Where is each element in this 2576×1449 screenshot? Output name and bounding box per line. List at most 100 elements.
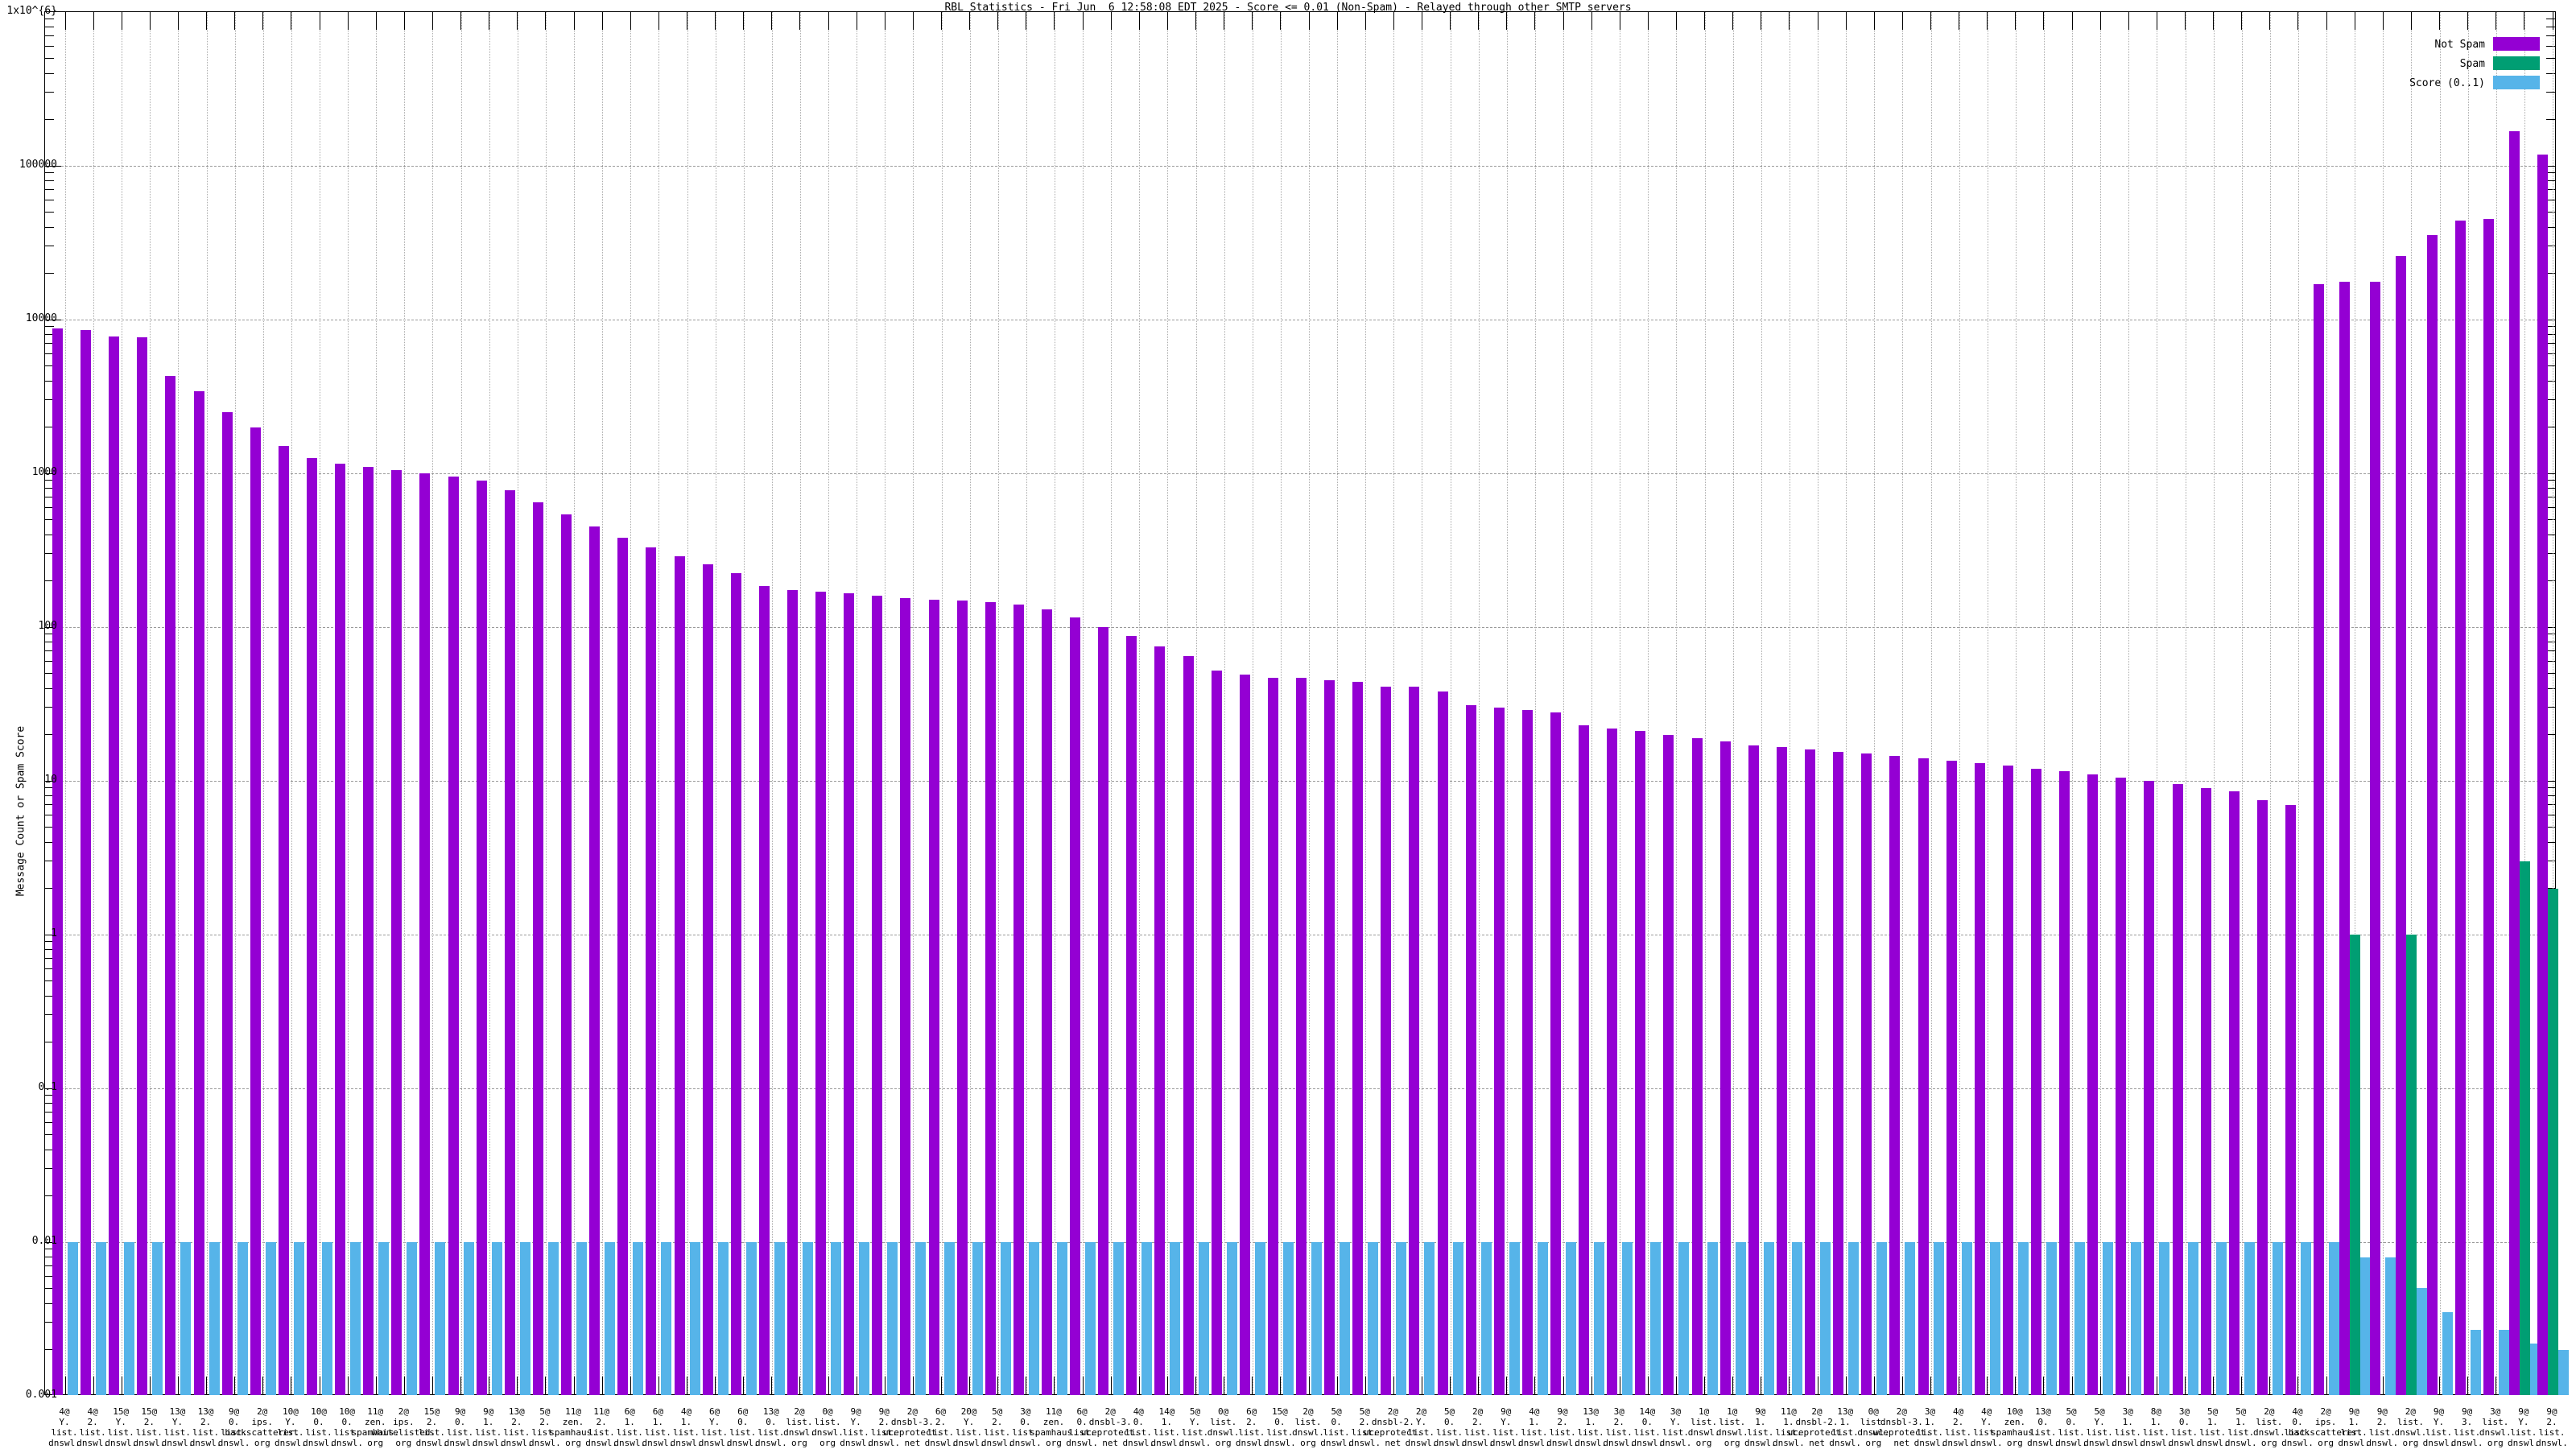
x-gridline: [2467, 12, 2469, 1394]
bar-score: [1226, 1242, 1237, 1395]
bar-not-spam: [278, 446, 289, 1395]
bar-not-spam: [2370, 281, 2381, 1395]
x-tick-bottom: [1082, 1377, 1084, 1394]
y-major-tick: [45, 165, 61, 167]
x-tick-bottom: [403, 1377, 405, 1394]
y-minor-tick: [45, 958, 54, 960]
bar-score: [2244, 1242, 2255, 1395]
bar-not-spam: [1889, 756, 1901, 1395]
x-gridline: [1534, 12, 1536, 1394]
bar-spam: [2406, 935, 2417, 1395]
x-tick-bottom: [630, 1377, 631, 1394]
bar-not-spam: [476, 480, 487, 1395]
x-gridline: [65, 12, 66, 1394]
bar-score: [1056, 1242, 1067, 1395]
x-gridline: [2326, 12, 2328, 1394]
bar-not-spam: [1098, 627, 1109, 1395]
y-minor-tick: [45, 660, 54, 662]
legend-row: Score (0..1): [2298, 76, 2540, 89]
x-tick-label: 1@ list. dnswl. org 5 hops: [1687, 1406, 1720, 1449]
bar-score: [265, 1242, 276, 1395]
bar-score: [519, 1242, 530, 1395]
x-tick-label: 9@ 1. list. dnswl. org 3 hops: [472, 1406, 505, 1449]
x-gridline: [1563, 12, 1565, 1394]
x-tick-top: [2071, 12, 2073, 30]
x-tick-top: [149, 12, 151, 30]
x-tick-top: [1732, 12, 1734, 30]
bar-spam: [2548, 888, 2558, 1395]
x-tick-top: [1308, 12, 1310, 30]
y-minor-tick: [45, 826, 54, 828]
bar-not-spam: [1607, 728, 1618, 1395]
x-tick-label: 9@ 3. list. dnswl. org 2 hops: [2450, 1406, 2483, 1449]
x-tick-label: 11@ 1. list. dnswl. org 3 hops: [1773, 1406, 1805, 1449]
bar-score: [1141, 1242, 1153, 1395]
bar-score: [124, 1242, 135, 1395]
x-tick-bottom: [941, 1377, 943, 1394]
chart-title: RBL Statistics - Fri Jun 6 12:58:08 EDT …: [944, 2, 1632, 14]
bar-score: [943, 1242, 955, 1395]
x-tick-label: 2@ dnsbl-3. uceprotect. net 7 hops: [1872, 1406, 1931, 1449]
x-tick-label: 2@ 2. list. dnswl. org 1 hop: [1461, 1406, 1494, 1449]
bar-not-spam: [221, 411, 233, 1395]
x-gridline: [1195, 12, 1197, 1394]
y-tick-label: 100000: [19, 159, 57, 171]
y-minor-tick: [45, 488, 54, 489]
bar-score: [1820, 1242, 1831, 1395]
x-gridline: [460, 12, 462, 1394]
x-tick-top: [1252, 12, 1253, 30]
y-minor-tick: [45, 1121, 54, 1123]
bar-not-spam: [335, 464, 346, 1395]
x-tick-bottom: [2241, 1377, 2243, 1394]
y-minor-tick: [2546, 506, 2555, 508]
bar-not-spam: [80, 330, 92, 1395]
x-tick-bottom: [234, 1377, 236, 1394]
y-minor-tick: [45, 365, 54, 366]
bar-not-spam: [1381, 686, 1392, 1395]
bar-score: [1678, 1242, 1690, 1395]
x-gridline: [234, 12, 236, 1394]
x-tick-bottom: [2467, 1377, 2469, 1394]
x-tick-bottom: [177, 1377, 179, 1394]
x-gridline: [941, 12, 943, 1394]
bar-score: [1707, 1242, 1718, 1395]
y-minor-tick: [2546, 480, 2555, 481]
x-tick-top: [403, 12, 405, 30]
y-minor-tick: [45, 650, 54, 652]
bar-not-spam: [2339, 281, 2351, 1395]
x-tick-label: 0@ list. dnswl. org 6 hops: [1207, 1406, 1240, 1449]
bar-not-spam: [1635, 731, 1646, 1395]
x-tick-label: 4@ 0. list. dnswl. org 1 hop: [2281, 1406, 2314, 1449]
x-tick-bottom: [1732, 1377, 1734, 1394]
legend-swatch: [2493, 76, 2540, 89]
x-tick-top: [2269, 12, 2271, 30]
x-tick-top: [2015, 12, 2017, 30]
x-gridline: [687, 12, 688, 1394]
y-minor-tick: [2546, 180, 2555, 181]
x-tick-label: 13@ Y. list. dnswl. org 2 hops: [161, 1406, 194, 1449]
x-tick-bottom: [1166, 1377, 1168, 1394]
bar-score: [1763, 1242, 1774, 1395]
x-tick-label: 4@ 2. list. dnswl. org 6 hops: [1942, 1406, 1975, 1449]
y-minor-tick: [2546, 35, 2555, 37]
bar-not-spam: [1521, 709, 1533, 1395]
y-minor-tick: [2546, 57, 2555, 59]
x-tick-label: 2@ ips. whitelisted. org 3 hops: [371, 1406, 436, 1449]
x-tick-label: 9@ 2. list. dnswl. org 5 hops: [868, 1406, 901, 1449]
y-minor-tick: [45, 72, 54, 74]
x-tick-label: 9@ Y. list. dnswl. org 3 hops: [2422, 1406, 2455, 1449]
bar-not-spam: [2256, 799, 2268, 1395]
x-tick-label: 9@ Y. list. dnswl. org 2 hops: [2508, 1406, 2540, 1449]
x-tick-top: [347, 12, 349, 30]
x-gridline: [602, 12, 604, 1394]
x-tick-label: 6@ 1. list. dnswl. org 2 hops: [613, 1406, 646, 1449]
x-tick-label: 20@ Y. list. dnswl. org 2 hops: [952, 1406, 985, 1449]
x-tick-label: 11@ 2. list. dnswl. org 3 hops: [585, 1406, 618, 1449]
bar-not-spam: [1550, 712, 1562, 1395]
x-tick-label: 13@ 0. list. dnswl. org 1 hop: [2027, 1406, 2059, 1449]
x-tick-top: [997, 12, 999, 30]
y-minor-tick: [2546, 353, 2555, 354]
x-tick-top: [2439, 12, 2441, 30]
x-tick-bottom: [1987, 1377, 1988, 1394]
